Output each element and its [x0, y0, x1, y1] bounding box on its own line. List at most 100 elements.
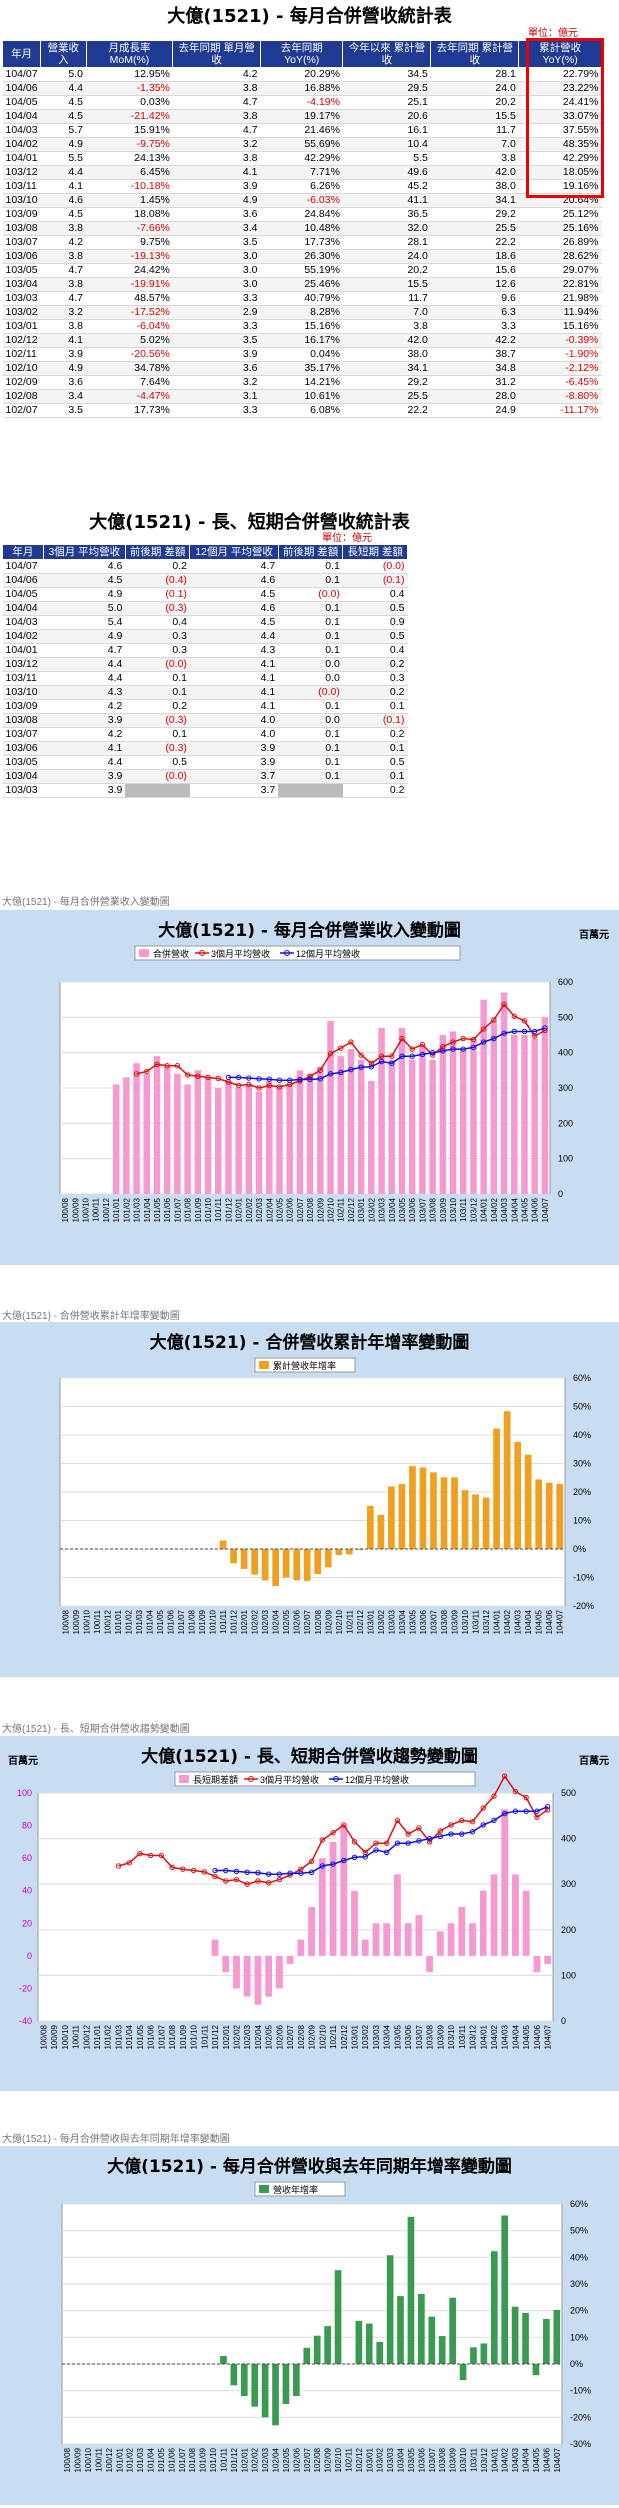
bar	[419, 1046, 426, 1194]
table-cell: 0.1	[343, 770, 408, 784]
bar	[356, 2321, 363, 2364]
table-cell: 48.57%	[86, 292, 173, 306]
table-cell: -7.66%	[86, 222, 173, 236]
bar	[251, 1549, 258, 1575]
x-tick-label: 102/04	[272, 2447, 281, 2472]
bar	[556, 1484, 563, 1549]
table-cell: 104/02	[3, 630, 44, 644]
table-cell: 0.1	[125, 728, 190, 742]
x-tick-label: 100/10	[84, 2447, 93, 2472]
tick-label: 0	[561, 2016, 566, 2026]
x-tick-label: 102/09	[316, 1197, 325, 1222]
x-tick-label: 102/10	[318, 2024, 327, 2049]
bar	[215, 1088, 222, 1194]
table-cell: 103/07	[3, 728, 44, 742]
bar	[451, 1477, 458, 1549]
bar	[225, 1081, 232, 1194]
tick-label-left: -40	[19, 2016, 32, 2026]
x-tick-label: 101/02	[124, 1609, 133, 1634]
table-cell: 22.81%	[519, 278, 602, 292]
table-cell: 3.9	[43, 784, 125, 798]
col-header: 營業收入	[41, 41, 86, 68]
table-cell: 4.2	[43, 700, 125, 714]
monthly-revenue-table: 年月營業收入月成長率 MoM(%)去年同期 單月營收去年同期 YoY(%)今年以…	[2, 40, 602, 418]
x-tick-label: 103/06	[404, 2024, 413, 2049]
table-cell: 4.4	[43, 756, 125, 770]
table-cell: (0.1)	[343, 574, 408, 588]
x-tick-label: 102/05	[282, 1609, 291, 1634]
x-tick-label: 101/12	[211, 2024, 220, 2049]
bar	[319, 1858, 326, 1956]
table1-title: 大億(1521) - 每月合併營收統計表	[0, 2, 619, 28]
x-tick-label: 102/02	[251, 2447, 260, 2472]
table-cell: 4.1	[190, 672, 278, 686]
table-cell: 104/05	[3, 588, 44, 602]
bar	[462, 1490, 469, 1549]
plot-area	[62, 2204, 562, 2444]
legend-swatch	[259, 2185, 269, 2193]
bar	[324, 2326, 331, 2364]
table-cell: 20.2	[343, 264, 431, 278]
col-header: 12個月 平均營收	[190, 545, 278, 560]
table-cell: 3.5	[173, 236, 261, 250]
table-cell: 42.0	[431, 166, 519, 180]
table-cell: 6.08%	[260, 404, 342, 418]
bar	[262, 1549, 269, 1580]
chart-title: 大億(1521) - 每月合併營業收入變動圖	[158, 920, 461, 941]
x-tick-label: 103/04	[398, 1609, 407, 1634]
x-tick-label: 101/01	[93, 2024, 102, 2049]
table-cell: 55.19%	[260, 264, 342, 278]
table-cell: 5.5	[343, 152, 431, 166]
bar	[367, 1506, 374, 1549]
cumulative-yoy-chart: 大億(1521) - 合併營收累計年增率變動圖累計營收年增率60%50%40%3…	[0, 1322, 619, 1677]
table-cell: 0.1	[343, 700, 408, 714]
table-cell: 15.5	[431, 110, 519, 124]
bar	[241, 2364, 248, 2396]
table-cell: 4.2	[173, 68, 261, 82]
table-cell: 25.5	[431, 222, 519, 236]
x-tick-label: 102/12	[355, 2447, 364, 2472]
table-cell: -4.47%	[86, 390, 173, 404]
table-cell: 4.5	[190, 588, 278, 602]
table-cell: 4.7	[173, 96, 261, 110]
x-tick-label: 101/01	[114, 1609, 123, 1634]
bar	[362, 1940, 369, 1956]
x-tick-label: 104/01	[480, 1197, 489, 1222]
table-cell: 4.5	[190, 616, 278, 630]
bar	[514, 1442, 521, 1549]
unit-label: 百萬元	[579, 1754, 609, 1767]
x-tick-label: 102/04	[272, 1609, 281, 1634]
x-tick-label: 100/08	[61, 1197, 70, 1222]
x-tick-label: 101/01	[112, 1197, 121, 1222]
bar	[399, 1484, 406, 1549]
table-cell: 103/10	[3, 686, 44, 700]
x-tick-label: 101/12	[230, 2447, 239, 2472]
bar	[358, 1060, 365, 1194]
table-cell: 0.2	[343, 686, 408, 700]
x-tick-label: 104/02	[490, 2024, 499, 2049]
table-cell: 0.3	[125, 644, 190, 658]
x-tick-label: 100/08	[61, 1609, 70, 1634]
table-cell: 24.9	[431, 404, 519, 418]
legend-label: 營收年增率	[273, 2184, 318, 2195]
bar	[493, 1428, 500, 1549]
bar	[439, 2336, 446, 2364]
bar	[286, 1084, 293, 1194]
x-tick-label: 101/07	[173, 1197, 182, 1222]
table2-unit: 單位：億元	[322, 529, 372, 544]
table-cell: 36.5	[343, 208, 431, 222]
x-tick-label: 104/04	[511, 2024, 520, 2049]
table-cell: 0.0	[278, 714, 343, 728]
table-cell: 103/09	[3, 700, 44, 714]
table-cell: -1.35%	[86, 82, 173, 96]
chart3-caption: 大億(1521) - 長、短期合併營收趨勢變動圖	[2, 1720, 190, 1735]
col-header: 去年同期 單月營收	[173, 41, 261, 68]
table-cell: 0.1	[125, 672, 190, 686]
x-tick-label: 100/09	[74, 2447, 83, 2472]
bar	[231, 2364, 238, 2385]
legend-label: 12個月平均營收	[345, 1774, 409, 1785]
bar	[448, 1923, 455, 1956]
x-tick-label: 103/12	[480, 2447, 489, 2472]
